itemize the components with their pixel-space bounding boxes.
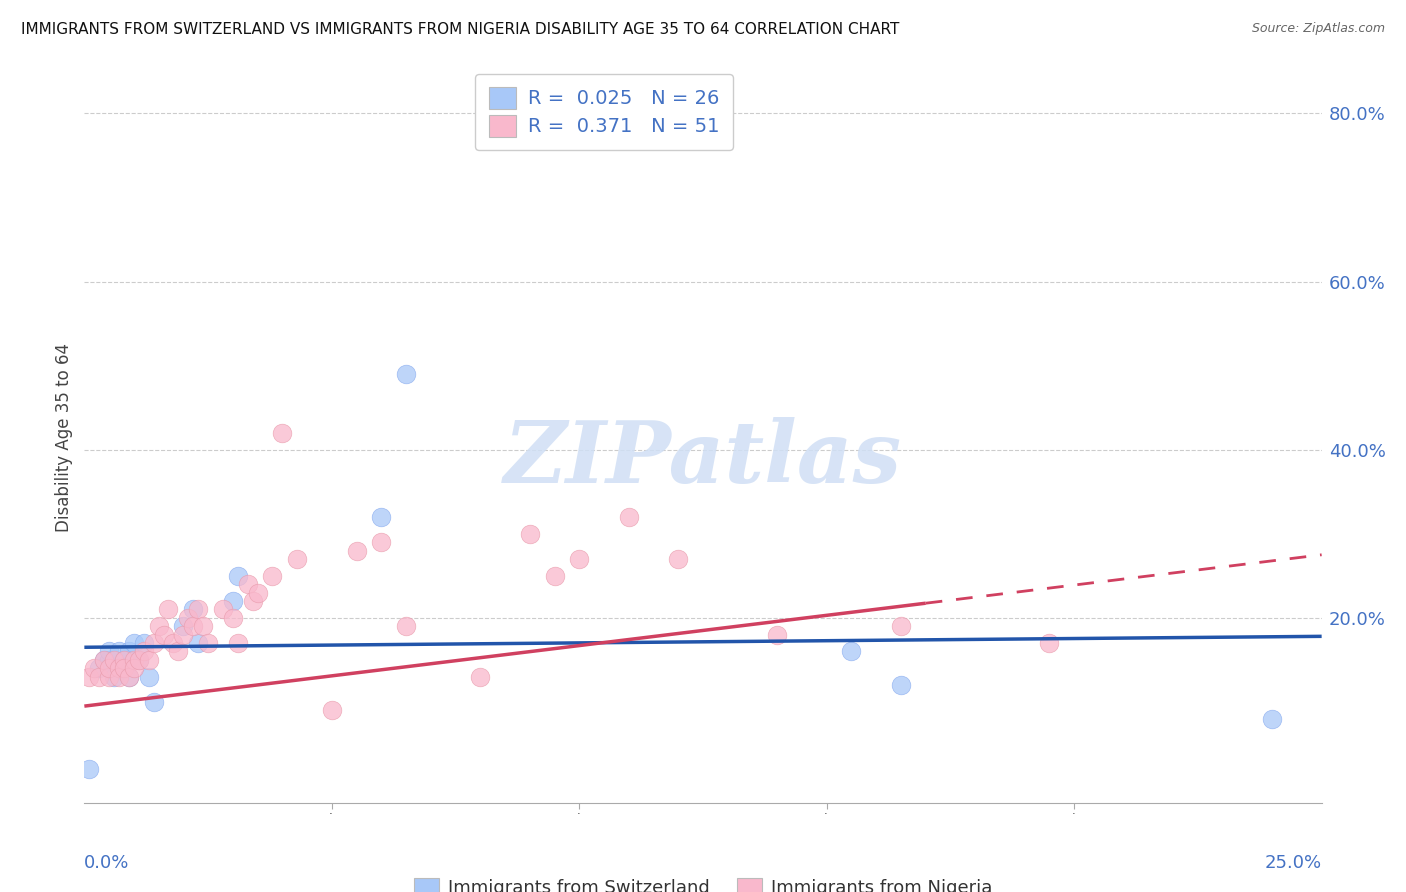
Point (132, 644, 155, 658)
Point (162, 636, 184, 650)
Text: 25.0%: 25.0% (1264, 854, 1322, 872)
Point (766, 627, 789, 641)
Point (83, 661, 105, 675)
Point (346, 543, 368, 558)
Point (108, 661, 131, 675)
Point (890, 678, 912, 692)
Text: 0.0%: 0.0% (84, 854, 129, 872)
Point (177, 611, 200, 625)
Point (841, 644, 863, 658)
Point (519, 526, 541, 541)
Point (617, 510, 640, 524)
Point (79, 670, 101, 684)
Point (122, 636, 145, 650)
Point (226, 569, 249, 583)
Point (122, 661, 145, 675)
Point (226, 636, 249, 650)
Point (285, 552, 308, 566)
Point (191, 619, 214, 633)
Point (89, 670, 111, 684)
Point (271, 425, 294, 440)
Y-axis label: Disability Age 35 to 64: Disability Age 35 to 64 (55, 343, 73, 532)
Point (157, 602, 180, 616)
Point (138, 670, 160, 684)
Point (167, 644, 190, 658)
Legend: Immigrants from Switzerland, Immigrants from Nigeria: Immigrants from Switzerland, Immigrants … (406, 871, 1000, 892)
Point (181, 619, 204, 633)
Point (142, 636, 165, 650)
Point (236, 577, 259, 591)
Point (103, 670, 125, 684)
Point (128, 653, 150, 667)
Point (181, 602, 204, 616)
Point (187, 636, 209, 650)
Text: IMMIGRANTS FROM SWITZERLAND VS IMMIGRANTS FROM NIGERIA DISABILITY AGE 35 TO 64 C: IMMIGRANTS FROM SWITZERLAND VS IMMIGRANT… (21, 22, 900, 37)
Point (246, 585, 269, 599)
Point (118, 644, 141, 658)
Point (890, 619, 912, 633)
Text: ZIPatlas: ZIPatlas (503, 417, 903, 500)
Point (197, 636, 219, 650)
Point (112, 653, 135, 667)
Point (543, 569, 565, 583)
Point (470, 670, 492, 684)
Point (242, 594, 264, 608)
Point (142, 695, 165, 709)
Point (172, 627, 194, 641)
Point (118, 670, 141, 684)
Point (568, 552, 591, 566)
Text: Source: ZipAtlas.com: Source: ZipAtlas.com (1251, 22, 1385, 36)
Point (1261, 712, 1284, 726)
Point (79, 762, 101, 776)
Point (666, 552, 689, 566)
Point (138, 653, 160, 667)
Point (321, 703, 343, 717)
Point (98, 661, 121, 675)
Point (93, 653, 115, 667)
Point (222, 611, 245, 625)
Point (370, 535, 392, 549)
Point (93, 653, 115, 667)
Point (370, 510, 392, 524)
Point (128, 653, 150, 667)
Point (103, 653, 125, 667)
Point (98, 653, 121, 667)
Point (118, 670, 141, 684)
Point (108, 670, 131, 684)
Point (89, 661, 111, 675)
Point (112, 653, 135, 667)
Point (395, 619, 418, 633)
Point (152, 627, 174, 641)
Point (122, 653, 145, 667)
Point (395, 367, 418, 381)
Point (98, 670, 121, 684)
Point (212, 602, 235, 616)
Point (262, 569, 284, 583)
Point (148, 619, 170, 633)
Point (222, 594, 245, 608)
Point (108, 644, 131, 658)
Point (98, 644, 121, 658)
Point (108, 661, 131, 675)
Point (112, 661, 135, 675)
Point (132, 636, 155, 650)
Point (172, 619, 194, 633)
Point (187, 602, 209, 616)
Point (1038, 636, 1060, 650)
